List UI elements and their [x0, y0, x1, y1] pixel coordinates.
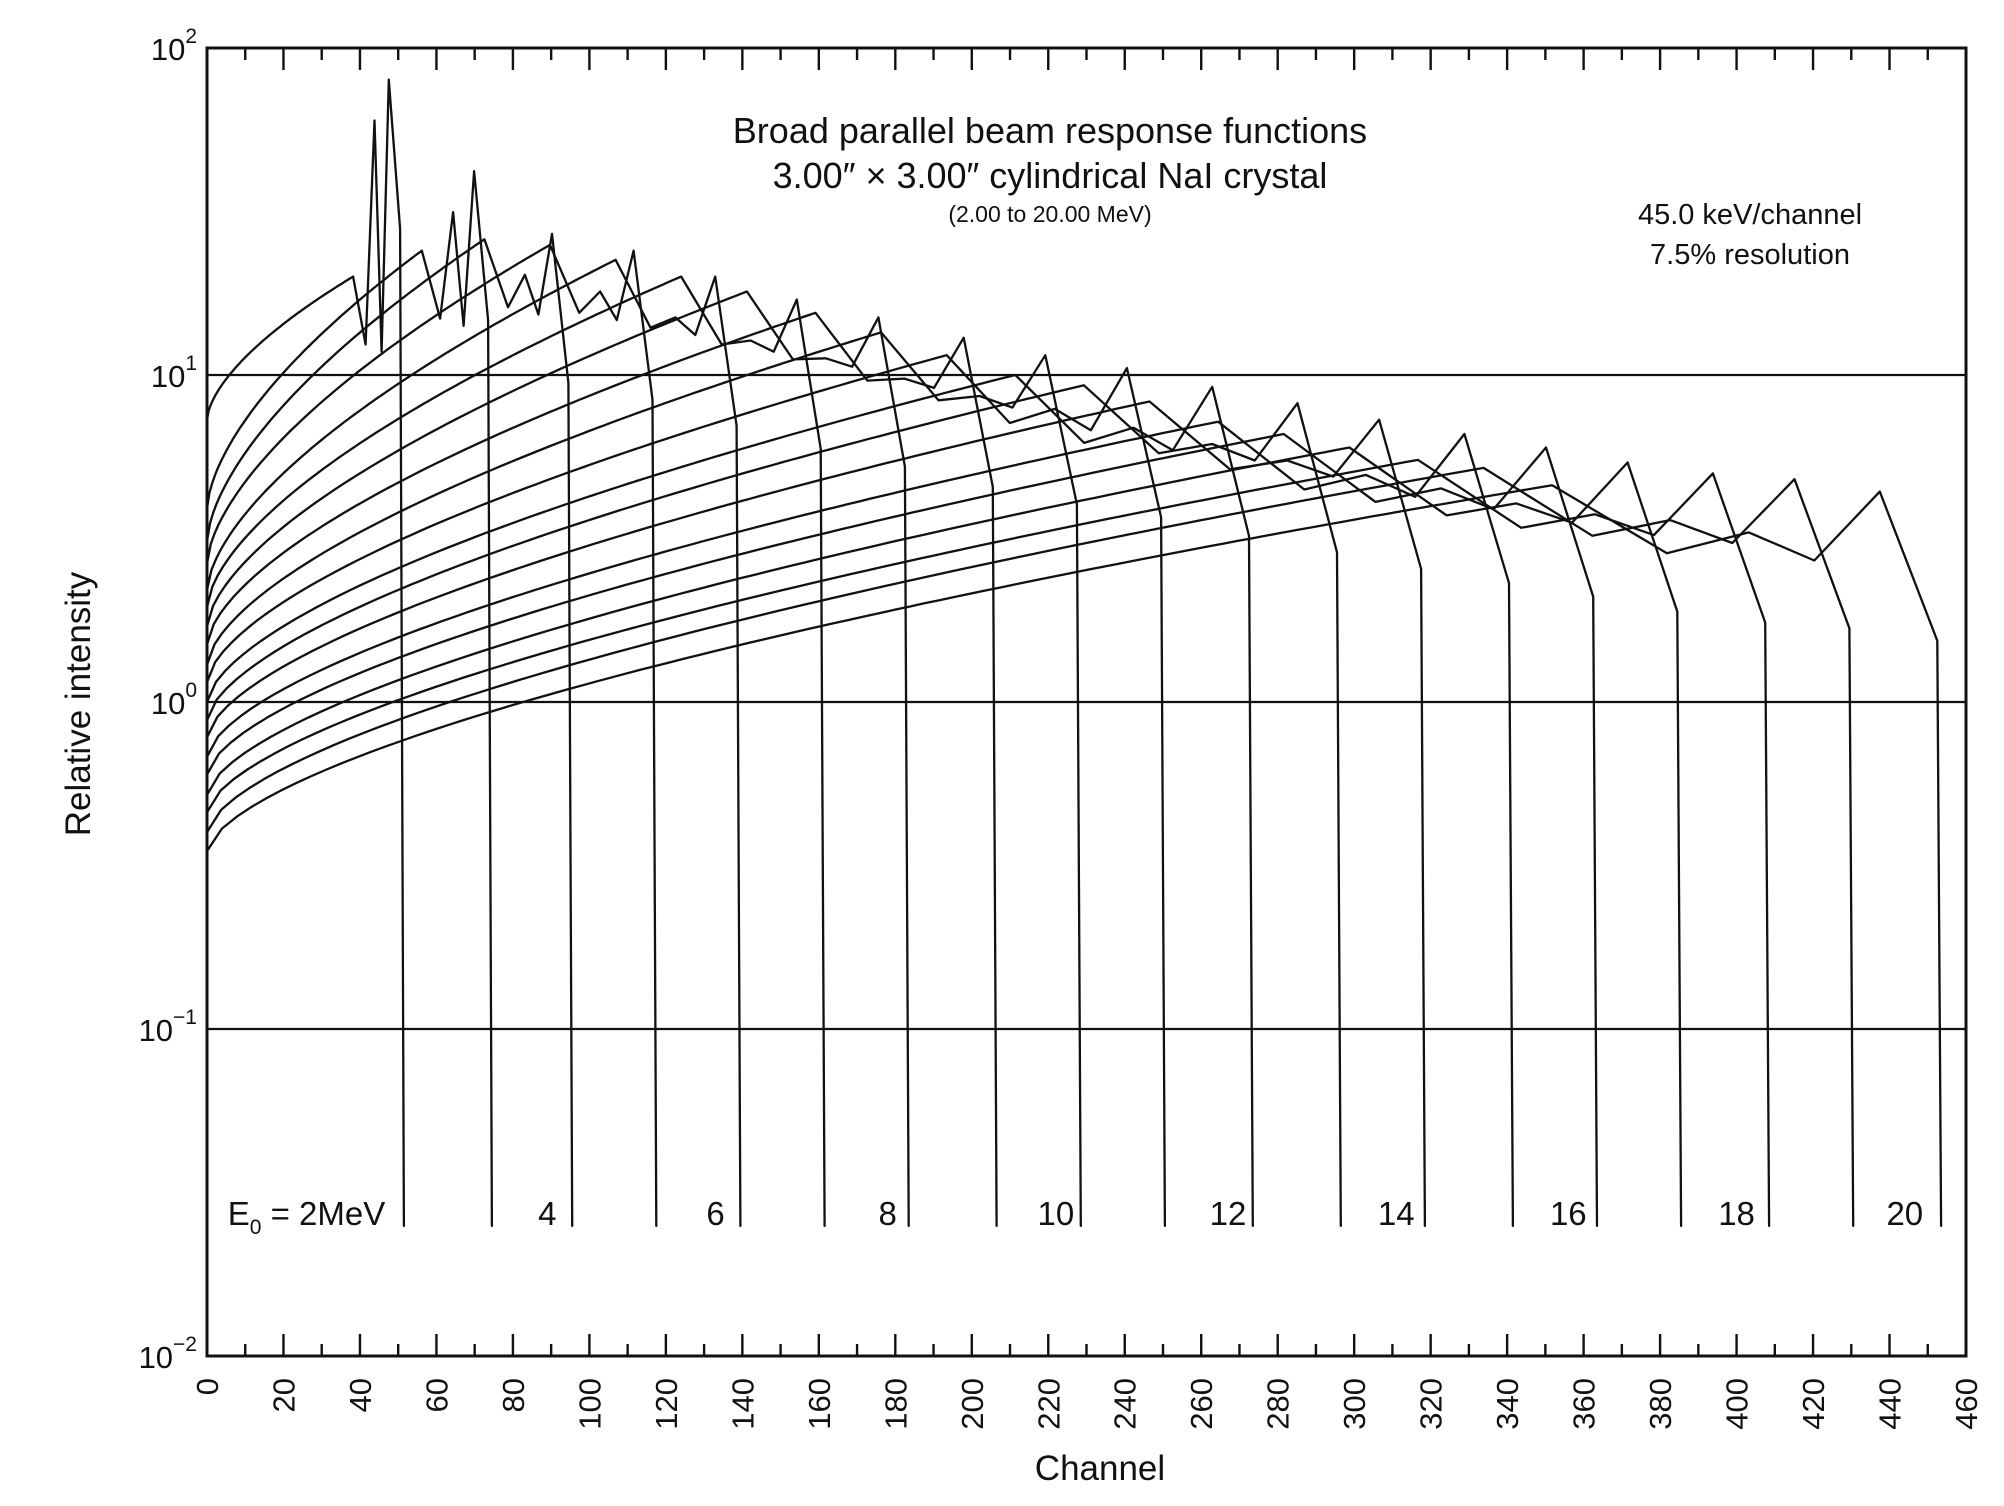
x-tick-label: 460 [1949, 1378, 1984, 1430]
energy-label: 16 [1550, 1195, 1587, 1232]
x-tick-label: 200 [955, 1378, 990, 1430]
response-curve-2mev [205, 78, 406, 1228]
x-tick-label: 400 [1720, 1378, 1755, 1430]
x-tick-label: 80 [496, 1378, 531, 1412]
response-curve-6mev [205, 258, 742, 1228]
x-tick-label: 0 [190, 1378, 225, 1395]
y-tick-label: 10−2 [139, 1333, 197, 1375]
response-curve-16mev [205, 432, 1599, 1228]
x-tick-label: 320 [1414, 1378, 1449, 1430]
response-curve-13mev [205, 384, 1342, 1228]
energy-label: 12 [1210, 1195, 1247, 1232]
x-tick-label: 340 [1490, 1378, 1525, 1430]
x-tick-label: 140 [725, 1378, 760, 1430]
y-axis-ticks: 10−2 10−1 100 101 102 E0 = 2MeV 4 6 8 10 12 14 16 18 2… [139, 25, 1924, 1375]
chart-subtitle: (2.00 to 20.00 MeV) [948, 201, 1151, 227]
x-tick-label: 60 [419, 1378, 454, 1412]
response-curve-19mev [205, 466, 1855, 1228]
x-tick-label: 380 [1643, 1378, 1678, 1430]
x-tick-label: 20 [266, 1378, 301, 1412]
response-curve-4mev [205, 232, 574, 1228]
energy-label: 8 [878, 1195, 896, 1232]
decade-gridlines [207, 373, 1966, 1031]
response-curve-20mev [205, 484, 1943, 1228]
y-tick-label: 102 [151, 25, 197, 67]
x-tick-label: 100 [572, 1378, 607, 1430]
response-curve-3mev [205, 170, 494, 1228]
y-axis-label: Relative intensity [59, 571, 98, 836]
energy-label: E0 = 2MeV [228, 1195, 386, 1239]
response-curve-15mev [205, 420, 1515, 1228]
energy-label: 6 [706, 1195, 724, 1232]
x-tick-label: 160 [802, 1378, 837, 1430]
resolution-note: 7.5% resolution [1650, 239, 1850, 271]
x-tick-label: 300 [1337, 1378, 1372, 1430]
response-curve-14mev [205, 400, 1427, 1228]
x-tick-label: 280 [1261, 1378, 1296, 1430]
y-tick-label: 100 [151, 679, 197, 721]
response-curves [205, 78, 1943, 1228]
chart-title-line-1: Broad parallel beam response functions [733, 110, 1367, 151]
channel-width-note: 45.0 keV/channel [1638, 199, 1862, 231]
x-tick-label: 180 [878, 1378, 913, 1430]
energy-label: 4 [538, 1195, 556, 1232]
response-curve-17mev [205, 446, 1683, 1228]
x-tick-label: 220 [1031, 1378, 1066, 1430]
x-tick-label: 440 [1873, 1378, 1908, 1430]
x-tick-label: 420 [1796, 1378, 1831, 1430]
x-tick-label: 40 [343, 1378, 378, 1412]
y-tick-label: 10−1 [139, 1006, 197, 1048]
energy-label: 10 [1038, 1195, 1075, 1232]
response-curve-9mev [205, 311, 998, 1228]
response-curve-18mev [205, 458, 1771, 1228]
x-axis-label: Channel [1035, 1449, 1165, 1488]
x-tick-label: 260 [1184, 1378, 1219, 1430]
y-tick-label: 101 [151, 352, 197, 394]
response-curve-10mev [205, 331, 1082, 1228]
energy-label: 14 [1378, 1195, 1415, 1232]
x-tick-label: 120 [649, 1378, 684, 1430]
response-curve-5mev [205, 243, 658, 1228]
energy-label: 18 [1718, 1195, 1755, 1232]
response-curve-11mev [205, 354, 1167, 1228]
chart-title-line-2: 3.00″ × 3.00″ cylindrical NaI crystal [773, 155, 1328, 196]
x-tick-label: 360 [1567, 1378, 1602, 1430]
response-curve-7mev [205, 275, 826, 1228]
x-tick-label: 240 [1108, 1378, 1143, 1430]
response-curve-12mev [205, 373, 1254, 1228]
response-curve-8mev [205, 290, 910, 1228]
energy-label: 20 [1886, 1195, 1923, 1232]
x-axis-ticks: 0 20 40 60 80 100 120 140 160 180 200 220 240 260 280 3… [190, 48, 1984, 1430]
